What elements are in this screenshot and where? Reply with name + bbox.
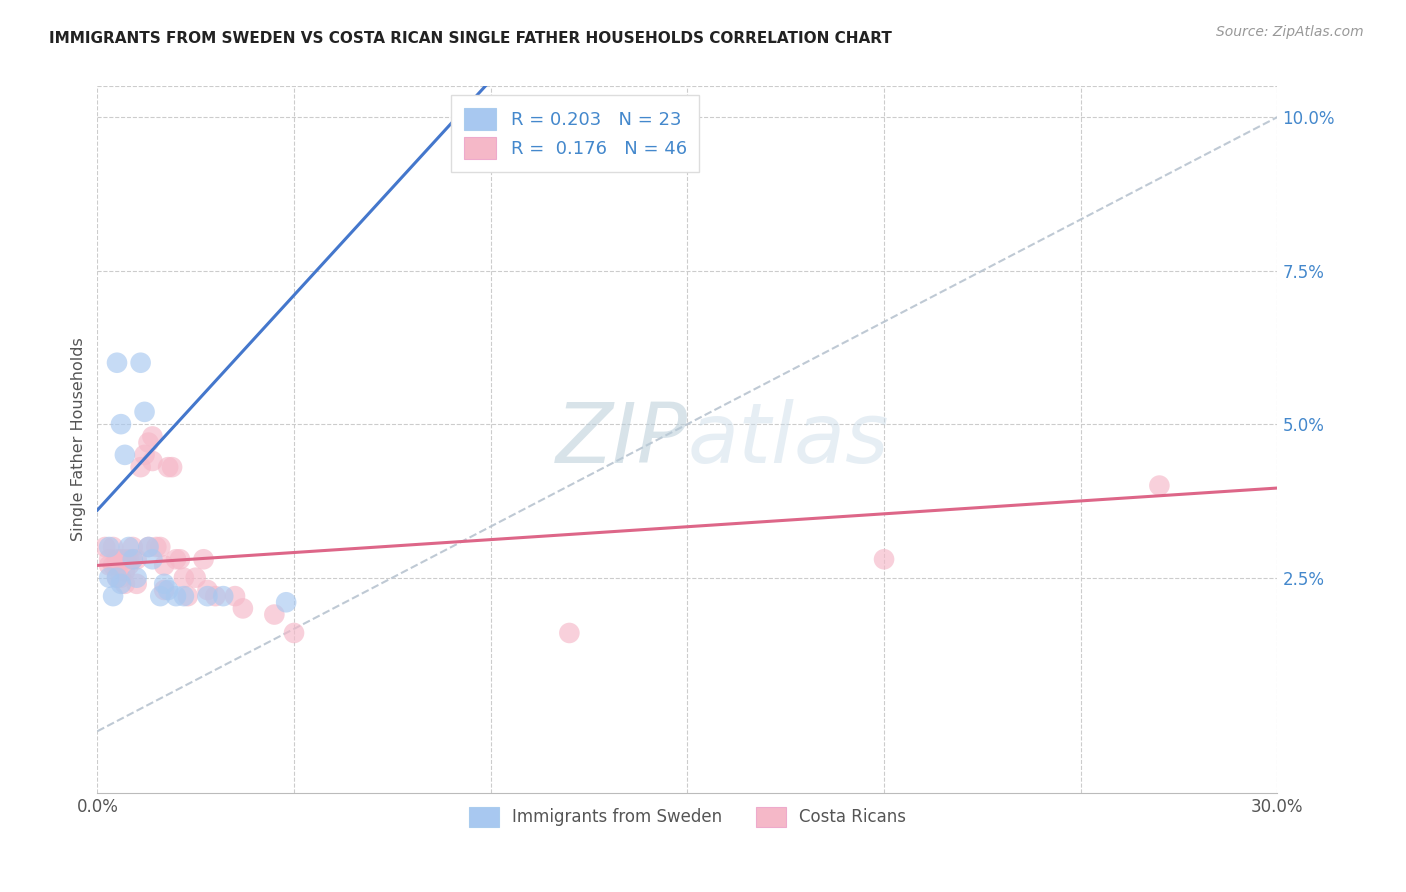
Point — [121, 552, 143, 566]
Point — [153, 577, 176, 591]
Point — [125, 552, 148, 566]
Point — [138, 540, 160, 554]
Point — [105, 552, 128, 566]
Point — [114, 552, 136, 566]
Text: Source: ZipAtlas.com: Source: ZipAtlas.com — [1216, 25, 1364, 39]
Point — [149, 540, 172, 554]
Y-axis label: Single Father Households: Single Father Households — [72, 338, 86, 541]
Point — [105, 558, 128, 573]
Point — [263, 607, 285, 622]
Point — [177, 589, 200, 603]
Point — [141, 429, 163, 443]
Point — [276, 595, 298, 609]
Point — [134, 448, 156, 462]
Point — [121, 552, 143, 566]
Point — [114, 448, 136, 462]
Point — [173, 589, 195, 603]
Point — [558, 626, 581, 640]
Point — [105, 571, 128, 585]
Point — [165, 552, 187, 566]
Point — [173, 571, 195, 585]
Point — [134, 405, 156, 419]
Point — [110, 552, 132, 566]
Point — [141, 454, 163, 468]
Point — [145, 540, 167, 554]
Point — [184, 571, 207, 585]
Point — [149, 589, 172, 603]
Point — [138, 540, 160, 554]
Point — [118, 558, 141, 573]
Legend: Immigrants from Sweden, Costa Ricans: Immigrants from Sweden, Costa Ricans — [463, 800, 912, 834]
Point — [98, 558, 121, 573]
Point — [110, 577, 132, 591]
Point — [197, 582, 219, 597]
Point — [232, 601, 254, 615]
Point — [101, 558, 124, 573]
Point — [118, 552, 141, 566]
Point — [283, 626, 305, 640]
Point — [118, 540, 141, 554]
Point — [114, 577, 136, 591]
Point — [101, 540, 124, 554]
Point — [141, 552, 163, 566]
Point — [114, 565, 136, 579]
Point — [153, 582, 176, 597]
Text: atlas: atlas — [688, 399, 889, 480]
Point — [1149, 478, 1171, 492]
Point — [165, 589, 187, 603]
Text: ZIP: ZIP — [555, 399, 688, 480]
Point — [110, 417, 132, 432]
Point — [138, 435, 160, 450]
Point — [157, 582, 180, 597]
Point — [98, 571, 121, 585]
Point — [197, 589, 219, 603]
Text: IMMIGRANTS FROM SWEDEN VS COSTA RICAN SINGLE FATHER HOUSEHOLDS CORRELATION CHART: IMMIGRANTS FROM SWEDEN VS COSTA RICAN SI… — [49, 31, 891, 46]
Point — [105, 571, 128, 585]
Point — [193, 552, 215, 566]
Point — [121, 540, 143, 554]
Point — [101, 589, 124, 603]
Point — [204, 589, 226, 603]
Point — [110, 571, 132, 585]
Point — [94, 540, 117, 554]
Point — [125, 571, 148, 585]
Point — [129, 460, 152, 475]
Point — [169, 552, 191, 566]
Point — [98, 540, 121, 554]
Point — [873, 552, 896, 566]
Point — [224, 589, 246, 603]
Point — [160, 460, 183, 475]
Point — [153, 558, 176, 573]
Point — [157, 460, 180, 475]
Point — [98, 552, 121, 566]
Point — [212, 589, 235, 603]
Point — [105, 356, 128, 370]
Point — [125, 577, 148, 591]
Point — [129, 356, 152, 370]
